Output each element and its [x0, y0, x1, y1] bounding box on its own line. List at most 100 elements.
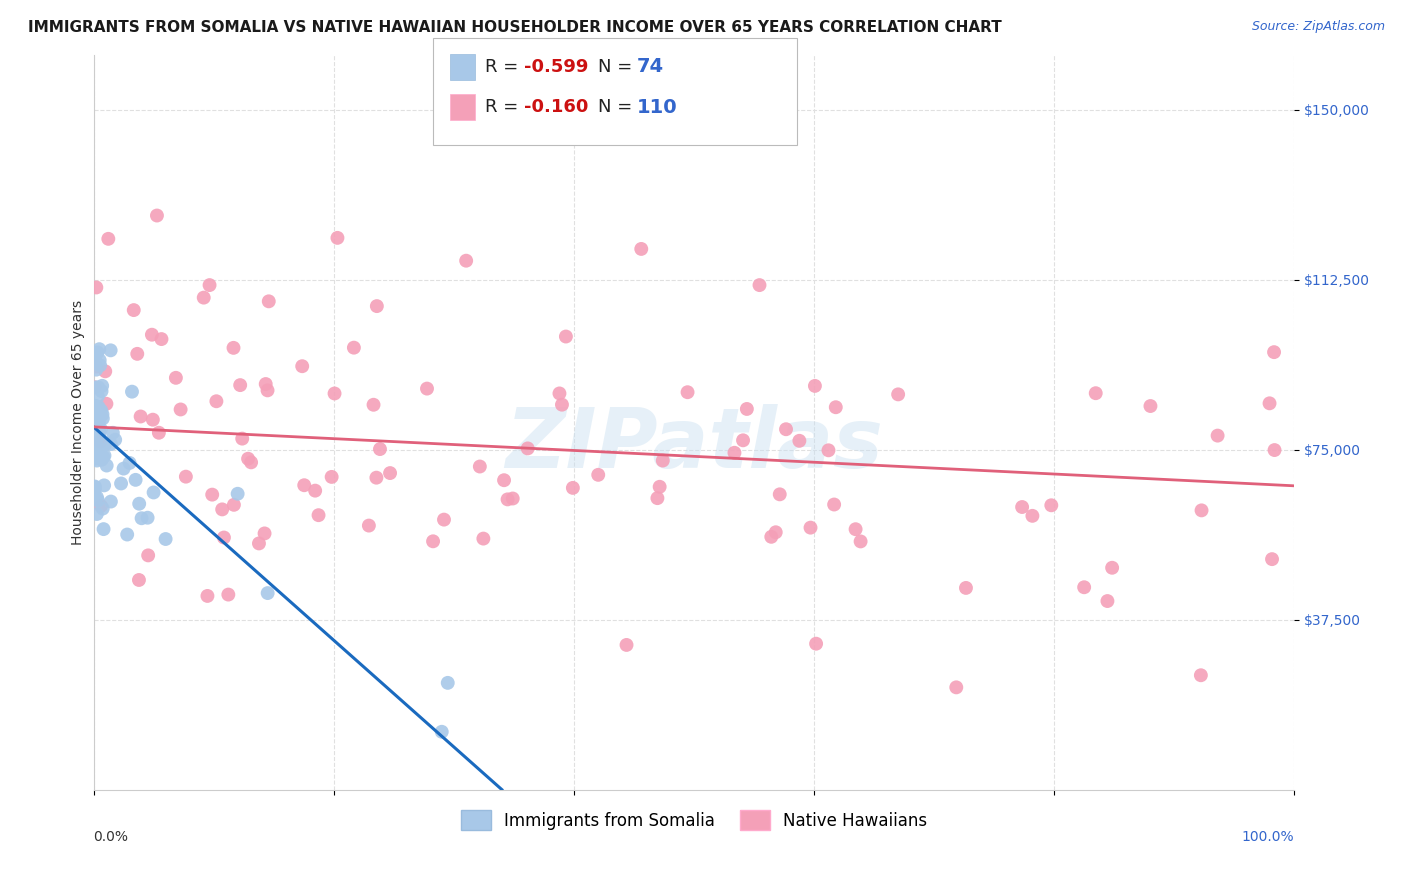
Point — [87, 389, 110, 403]
Point — [775, 422, 797, 436]
Point — [142, 485, 165, 500]
Point — [86, 453, 108, 467]
Point — [253, 526, 276, 541]
Point — [100, 494, 122, 508]
Point — [136, 510, 159, 524]
Point — [122, 303, 145, 318]
Legend: Immigrants from Somalia, Native Hawaiians: Immigrants from Somalia, Native Hawaiian… — [454, 804, 934, 837]
Point — [231, 432, 253, 446]
Point — [91, 407, 114, 421]
Point — [433, 513, 456, 527]
Point — [89, 359, 111, 373]
Point — [127, 347, 149, 361]
Point — [304, 483, 326, 498]
Point — [121, 384, 143, 399]
Y-axis label: Householder Income Over 65 years: Householder Income Over 65 years — [72, 300, 86, 545]
Point — [229, 378, 252, 392]
Point — [93, 522, 115, 536]
Point — [502, 491, 524, 506]
Point — [548, 386, 571, 401]
Point — [845, 522, 868, 536]
Point — [648, 480, 671, 494]
Point — [83, 432, 105, 446]
Point — [90, 403, 112, 417]
Point — [368, 442, 391, 456]
Point — [516, 442, 538, 456]
Point — [363, 398, 385, 412]
Point — [83, 434, 105, 448]
Point — [222, 498, 245, 512]
Point — [91, 450, 114, 464]
Point — [1073, 580, 1095, 594]
Point — [254, 377, 277, 392]
Point — [87, 493, 110, 508]
Point — [84, 410, 107, 425]
Point — [90, 384, 112, 398]
Point — [86, 345, 108, 359]
Point — [91, 501, 114, 516]
Point — [824, 401, 846, 415]
Point — [256, 586, 278, 600]
Point — [118, 456, 141, 470]
Point — [155, 532, 177, 546]
Point — [115, 527, 138, 541]
Text: R =: R = — [485, 98, 524, 116]
Text: -0.160: -0.160 — [524, 98, 589, 116]
Point — [124, 473, 146, 487]
Point — [87, 422, 110, 436]
Point — [87, 425, 110, 439]
Point — [84, 399, 107, 413]
Point — [83, 380, 105, 394]
Point — [83, 479, 105, 493]
Point — [86, 428, 108, 442]
Point — [804, 379, 827, 393]
Point — [93, 449, 115, 463]
Point — [887, 387, 910, 401]
Point — [735, 401, 758, 416]
Point — [87, 428, 110, 442]
Point — [1258, 396, 1281, 410]
Point — [804, 637, 827, 651]
Point — [83, 480, 105, 494]
Point — [89, 425, 111, 439]
Text: 74: 74 — [637, 57, 664, 77]
Point — [87, 380, 110, 394]
Point — [112, 461, 135, 475]
Point — [84, 380, 107, 394]
Point — [1101, 561, 1123, 575]
Point — [128, 573, 150, 587]
Point — [136, 549, 159, 563]
Point — [87, 441, 110, 455]
Point — [945, 681, 967, 695]
Point — [93, 478, 115, 492]
Point — [212, 531, 235, 545]
Point — [91, 379, 114, 393]
Point — [87, 402, 110, 417]
Point — [366, 299, 388, 313]
Point — [343, 341, 366, 355]
Point — [1097, 594, 1119, 608]
Point — [84, 432, 107, 446]
Point — [1021, 508, 1043, 523]
Point — [193, 291, 215, 305]
Point — [436, 676, 458, 690]
Point — [731, 434, 754, 448]
Point — [97, 232, 120, 246]
Point — [197, 589, 219, 603]
Point — [84, 435, 107, 450]
Point — [91, 411, 114, 425]
Text: -0.599: -0.599 — [524, 58, 589, 76]
Point — [142, 412, 165, 426]
Point — [198, 278, 221, 293]
Point — [94, 364, 117, 378]
Point — [205, 394, 228, 409]
Point — [422, 534, 444, 549]
Point — [496, 492, 519, 507]
Point — [83, 351, 105, 366]
Text: Source: ZipAtlas.com: Source: ZipAtlas.com — [1251, 20, 1385, 33]
Point — [1206, 428, 1229, 442]
Point — [561, 481, 583, 495]
Point — [86, 430, 108, 444]
Point — [292, 478, 315, 492]
Point — [89, 353, 111, 368]
